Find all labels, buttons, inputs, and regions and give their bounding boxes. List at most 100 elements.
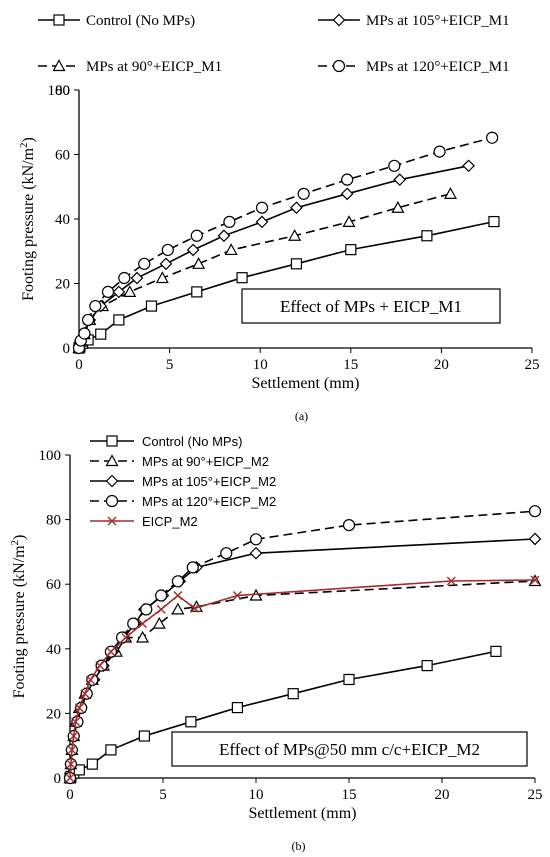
annotation-text: Effect of MPs@50 mm c/c+EICP_M2 [219,740,480,759]
x-tick-label: 15 [342,787,357,803]
panel-label: (b) [292,839,306,853]
y-tick-label: 20 [46,706,61,722]
x-tick-label: 25 [528,787,543,803]
data-point [113,314,125,326]
y-tick-label: 0 [54,771,62,787]
data-point [71,717,81,727]
data-point [249,546,263,560]
data-point [155,589,168,602]
x-tick-label: 10 [253,357,268,373]
data-point [171,602,185,615]
data-point [121,633,131,642]
data-point [391,200,405,213]
data-point [155,271,169,284]
y-tick-label: 60 [55,148,70,164]
y-tick-label: 40 [46,642,61,658]
data-point [288,229,302,241]
data-point [217,229,231,243]
legend-label: MPs at 120°+EICP_M2 [142,494,276,509]
y-tick-label: 100 [48,83,71,99]
data-point [462,159,475,173]
data-point [190,229,203,242]
legend-label: Control (No MPs) [86,13,195,29]
legend-marker [105,454,119,467]
data-point [86,758,98,770]
data-point [190,603,200,613]
legend-marker [105,494,119,508]
data-point [528,505,542,518]
data-point [249,533,263,546]
x-tick-label: 15 [343,357,358,373]
legend-marker [105,474,119,488]
legend-label: MPs at 90°+EICP_M1 [86,59,222,75]
legend-marker [332,13,346,27]
data-point [255,201,269,214]
data-point [136,630,150,643]
data-point [490,645,502,657]
data-point [156,604,166,614]
data-point [73,764,85,776]
data-point [220,547,233,560]
data-point [224,243,238,256]
chart-panel-b: 0 5 10 15 20 25 0 20 40 60 80 100 Settlement (mm) Foo… [9,434,543,853]
legend-label: Control (No MPs) [142,434,242,449]
data-point [393,173,407,187]
data-point [421,230,433,242]
data-point [486,131,499,144]
x-tick-label: 5 [166,357,174,373]
data-point [152,616,166,629]
data-point [127,617,140,630]
data-point [123,285,137,297]
annotation-text: Effect of MPs + EICP_M1 [280,297,462,316]
data-point [231,701,243,714]
y-tick-label: 80 [46,513,61,529]
data-point [488,215,500,228]
data-point [112,285,126,299]
data-point [186,561,199,574]
series-line-4 [69,579,536,779]
data-point [433,145,446,158]
y-tick-label: 20 [55,277,70,293]
data-point [145,300,158,312]
x-tick-label: 25 [525,357,540,373]
annotation-box [241,288,501,324]
data-point [159,257,173,271]
legend-marker [52,59,66,72]
data-point [192,257,206,269]
data-point [342,215,356,228]
data-point [161,243,174,257]
data-point [78,327,91,340]
data-point [115,631,129,644]
x-axis-label: Settlement (mm) [249,805,357,822]
data-point [185,716,197,728]
x-tick-label: 20 [434,357,449,373]
y-axis-label: Footing pressure (kN/m2) [9,535,28,699]
data-point [232,591,242,600]
legend-marker [332,59,346,73]
data-point [297,187,310,200]
data-point [191,286,203,298]
data-point [95,661,105,671]
data-point [186,243,200,257]
data-point [528,532,542,546]
data-point [343,673,355,686]
x-tick-label: 5 [159,787,167,803]
data-point [345,244,357,256]
x-tick-label: 10 [249,787,264,803]
legend-label: EICP_M2 [142,514,198,529]
x-tick-label: 20 [435,787,450,803]
legend-marker [106,435,118,447]
data-point [388,159,401,172]
data-point [66,759,76,769]
data-point [290,201,303,215]
data-point [171,575,184,588]
data-point [421,659,433,672]
legend-marker [53,14,65,26]
data-point [530,575,540,585]
data-point [138,730,150,742]
y-tick-label: 100 [39,448,62,464]
data-point [138,257,151,270]
x-tick-label: 0 [75,357,83,373]
